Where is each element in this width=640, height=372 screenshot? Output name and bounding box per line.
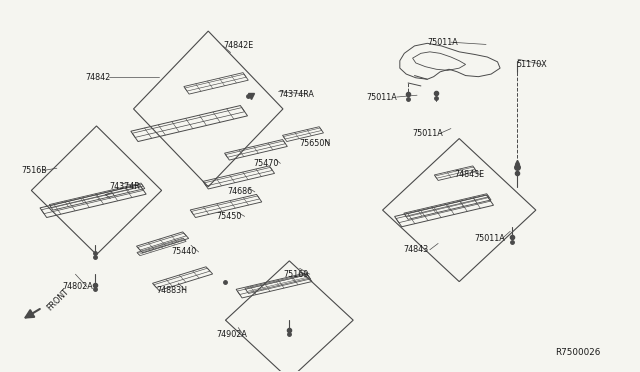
- Text: FRONT: FRONT: [45, 287, 71, 312]
- Text: 75470: 75470: [253, 159, 278, 168]
- Text: 74842: 74842: [86, 73, 111, 82]
- Text: 75011A: 75011A: [428, 38, 458, 47]
- Text: 75450: 75450: [216, 212, 242, 221]
- Text: R7500026: R7500026: [555, 347, 600, 356]
- Text: 75011A: 75011A: [366, 93, 397, 102]
- Text: 7516B: 7516B: [21, 166, 47, 175]
- Text: 74802A: 74802A: [63, 282, 93, 291]
- Text: 75650N: 75650N: [300, 139, 331, 148]
- Text: 75011A: 75011A: [474, 234, 506, 243]
- Text: 74842E: 74842E: [223, 41, 253, 51]
- Text: 74843: 74843: [404, 245, 429, 254]
- Text: 74686: 74686: [227, 187, 253, 196]
- Text: 75011A: 75011A: [413, 129, 444, 138]
- Text: 74374R: 74374R: [109, 182, 140, 191]
- Text: 51170X: 51170X: [516, 60, 547, 69]
- Text: 75169: 75169: [283, 270, 308, 279]
- Text: 74883H: 74883H: [156, 286, 187, 295]
- Text: 74843E: 74843E: [454, 170, 484, 179]
- Text: 74902A: 74902A: [216, 330, 247, 340]
- Text: 74374RA: 74374RA: [278, 90, 314, 99]
- Text: 75440: 75440: [172, 247, 196, 256]
